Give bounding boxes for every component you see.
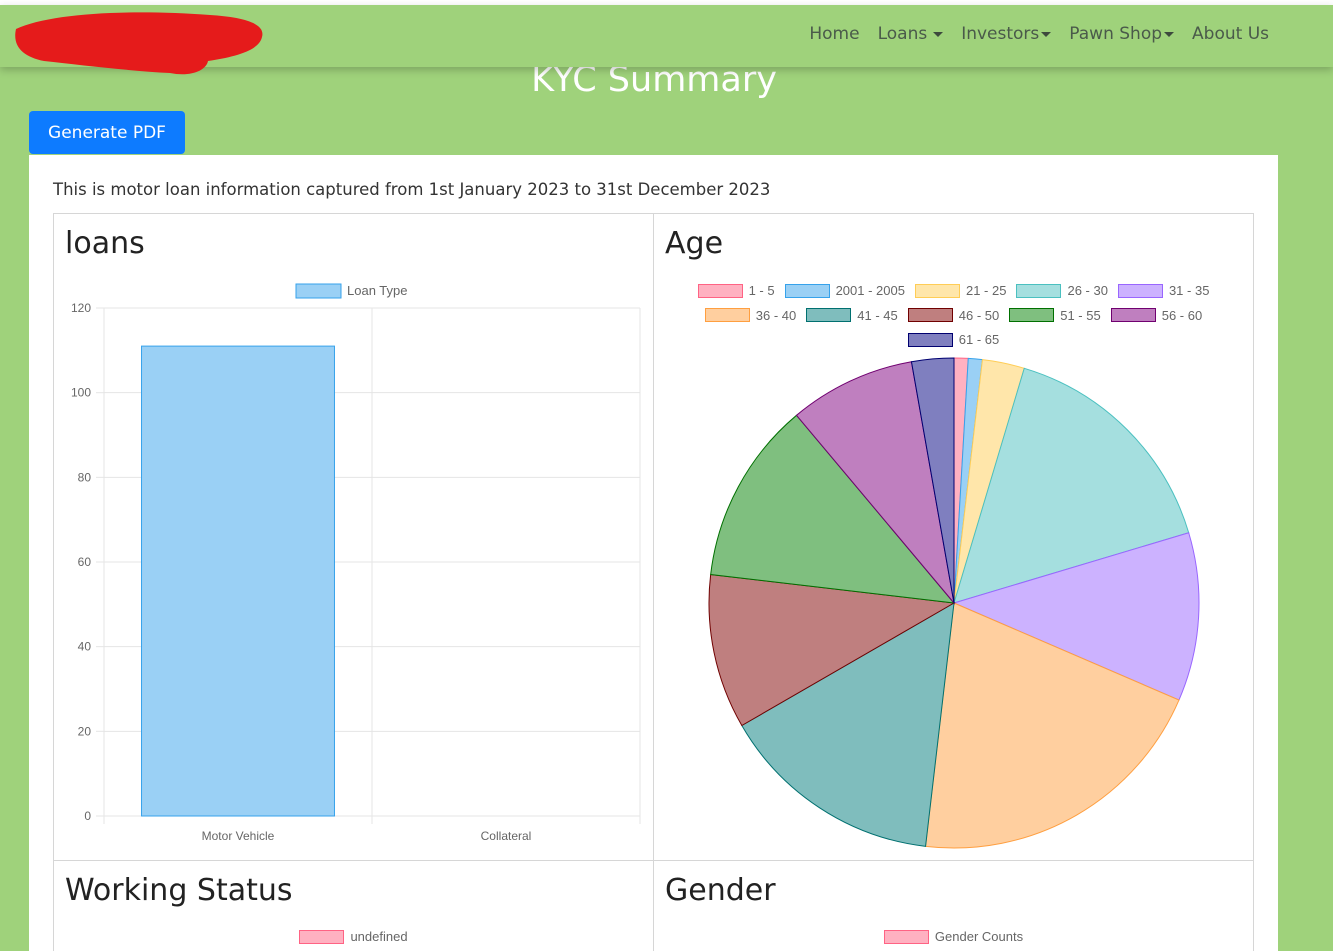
loans-panel: loans Loan Type 0 20 40 60 80 100 120 Motor Vehi… (53, 213, 654, 861)
age-pie-chart[interactable] (654, 214, 1254, 861)
legend-swatch (697, 283, 743, 298)
legend-item[interactable]: 21 - 25 (914, 283, 1007, 298)
y-tick-label: 40 (78, 640, 92, 654)
pie-slice[interactable] (925, 602, 1180, 849)
caret-down-icon (1041, 31, 1052, 37)
legend-swatch (914, 283, 960, 298)
legend-item[interactable]: 2001 - 2005 (784, 283, 905, 298)
legend-item[interactable]: 36 - 40 (704, 307, 797, 323)
working-status-panel: Working Status undefined (53, 860, 654, 951)
age-legend-row: 61 - 65 (654, 332, 1253, 347)
pie-slice[interactable] (710, 414, 956, 604)
legend-item[interactable]: 31 - 35 (1117, 283, 1210, 298)
navbar: Home Loans Investors Pawn Shop About Us (0, 5, 1333, 75)
nav-label: Home (809, 24, 860, 44)
legend-swatch (299, 929, 345, 944)
loans-bar-chart[interactable]: Loan Type 0 20 40 60 80 100 120 Motor Vehicle Col… (54, 214, 654, 861)
legend-item[interactable]: 41 - 45 (806, 307, 898, 323)
pie-slice[interactable] (953, 367, 1190, 604)
legend-swatch (1110, 308, 1156, 322)
y-tick-label: 100 (71, 386, 91, 400)
nav-loans[interactable]: Loans (878, 24, 944, 44)
legend-item[interactable]: 26 - 30 (1016, 283, 1108, 298)
y-tick-label: 80 (78, 470, 92, 484)
window-top-edge (0, 0, 1333, 5)
legend-label: Loan Type (347, 283, 407, 298)
legend-swatch (1016, 283, 1062, 298)
intro-text: This is motor loan information captured … (53, 180, 771, 199)
legend-label: 31 - 35 (1168, 283, 1210, 298)
nav-label: Loans (877, 24, 928, 44)
legend-label: 36 - 40 (755, 307, 797, 323)
legend-item[interactable]: 46 - 50 (907, 307, 1000, 323)
age-panel: Age 1 - 5 2001 - 2005 21 - 25 26 - 30 31 - 3… (653, 213, 1254, 861)
bar[interactable] (141, 345, 335, 817)
bar-legend[interactable]: Loan Type (295, 283, 407, 299)
working-status-title: Working Status (65, 873, 293, 908)
legend-item[interactable]: 51 - 55 (1009, 307, 1101, 323)
legend-swatch (1117, 283, 1163, 298)
nav-menu: Home Loans Investors Pawn Shop About Us (809, 24, 1269, 44)
nav-pawn-shop[interactable]: Pawn Shop (1069, 24, 1175, 44)
legend-swatch (295, 283, 342, 299)
y-tick-label: 120 (71, 301, 91, 315)
pie-slice[interactable] (952, 532, 1200, 701)
legend-label: 2001 - 2005 (835, 283, 905, 298)
x-tick-label: Motor Vehicle (202, 829, 275, 843)
legend-label: 61 - 65 (958, 332, 1000, 347)
gender-legend: Gender Counts (654, 929, 1253, 944)
y-tick-label: 20 (78, 724, 92, 738)
y-tick-label: 60 (78, 555, 92, 569)
nav-label: About Us (1192, 24, 1269, 44)
legend-swatch (1009, 308, 1055, 322)
legend-swatch (907, 308, 953, 322)
pie-slice[interactable] (910, 357, 955, 604)
pie-slice[interactable] (708, 574, 956, 727)
redaction-scribble (15, 12, 263, 75)
legend-item[interactable]: undefined (299, 929, 408, 944)
nav-investors[interactable]: Investors (961, 24, 1052, 44)
loans-panel-title: loans (65, 226, 145, 261)
legend-label: 26 - 30 (1067, 283, 1108, 298)
nav-label: Pawn Shop (1069, 24, 1163, 44)
legend-label: 56 - 60 (1161, 307, 1203, 323)
gender-title: Gender (665, 873, 776, 908)
gender-panel: Gender Gender Counts (653, 860, 1254, 951)
legend-swatch (806, 308, 852, 322)
caret-down-icon (933, 31, 944, 37)
legend-item[interactable]: 61 - 65 (907, 332, 1000, 347)
report-card: This is motor loan information captured … (29, 155, 1278, 951)
legend-label: 51 - 55 (1060, 307, 1101, 323)
legend-swatch (784, 283, 830, 298)
legend-swatch (704, 308, 750, 322)
age-legend-row: 1 - 5 2001 - 2005 21 - 25 26 - 30 31 - 35 (654, 283, 1253, 298)
legend-swatch (883, 929, 929, 944)
pie-slice[interactable] (741, 602, 955, 847)
nav-home[interactable]: Home (809, 24, 859, 44)
generate-pdf-button[interactable]: Generate PDF (29, 111, 185, 154)
brand-logo-redacted[interactable] (10, 7, 266, 77)
legend-item[interactable]: 1 - 5 (697, 283, 775, 298)
legend-swatch (907, 332, 953, 347)
legend-label: 1 - 5 (748, 283, 775, 298)
working-status-legend: undefined (54, 929, 653, 944)
caret-down-icon (1164, 31, 1175, 37)
legend-label: 41 - 45 (857, 307, 898, 323)
nav-label: Investors (961, 24, 1040, 44)
x-tick-label: Collateral (481, 829, 532, 843)
nav-about-us[interactable]: About Us (1192, 24, 1269, 44)
age-legend-row: 36 - 40 41 - 45 46 - 50 51 - 55 56 - 60 (654, 308, 1253, 323)
pie-slice[interactable] (795, 361, 955, 605)
legend-label: 46 - 50 (958, 307, 1000, 323)
legend-item[interactable]: Gender Counts (883, 929, 1024, 944)
legend-label: Gender Counts (934, 929, 1024, 944)
y-tick-label: 0 (84, 809, 91, 823)
legend-label: 21 - 25 (965, 283, 1007, 298)
legend-label: undefined (350, 929, 408, 944)
age-panel-title: Age (665, 226, 724, 261)
legend-item[interactable]: 56 - 60 (1110, 307, 1203, 323)
